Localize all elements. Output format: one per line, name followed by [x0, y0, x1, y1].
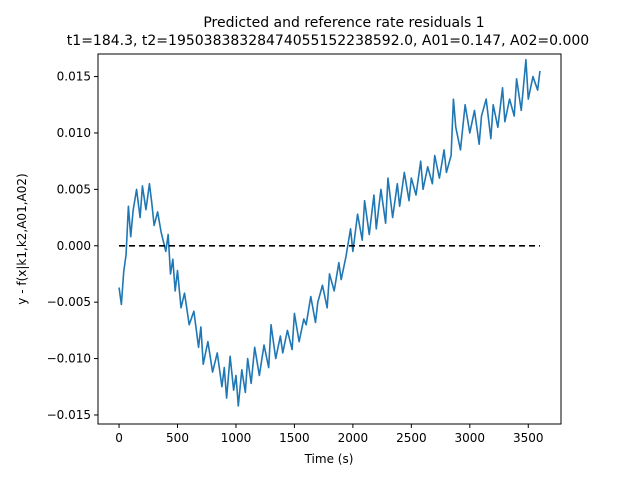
x-tick-label: 3500 — [513, 431, 544, 445]
axes-frame — [97, 53, 562, 425]
y-axis-label: y - f(x|k1,k2,A01,A02) — [15, 173, 29, 304]
chart-title: Predicted and reference rate residuals 1 — [203, 15, 484, 31]
x-tick-label: 1500 — [279, 431, 310, 445]
x-axis-label: Time (s) — [304, 452, 354, 466]
y-tick-label: 0.000 — [57, 239, 91, 253]
x-tick-label: 500 — [166, 431, 189, 445]
x-tick-label: 1000 — [221, 431, 252, 445]
y-tick-label: 0.015 — [57, 70, 91, 84]
y-tick-label: −0.005 — [47, 295, 91, 309]
y-tick-label: −0.015 — [47, 408, 91, 422]
x-tick-label: 3000 — [455, 431, 486, 445]
y-axis: −0.015 −0.010 −0.005 0.000 0.005 0.010 0.015 — [47, 70, 98, 422]
chart-subtitle: t1=184.3, t2=19503838328474055152238592.… — [67, 33, 589, 49]
x-tick-label: 0 — [115, 431, 123, 445]
plot-area — [118, 58, 541, 407]
residual-series-line — [118, 58, 541, 407]
x-tick-label: 2500 — [396, 431, 427, 445]
x-tick-label: 2000 — [338, 431, 369, 445]
y-tick-label: 0.010 — [57, 126, 91, 140]
y-tick-label: −0.010 — [47, 352, 91, 366]
y-tick-label: 0.005 — [57, 182, 91, 196]
x-axis: 0 500 1000 1500 2000 2500 3000 3500 — [115, 424, 544, 445]
